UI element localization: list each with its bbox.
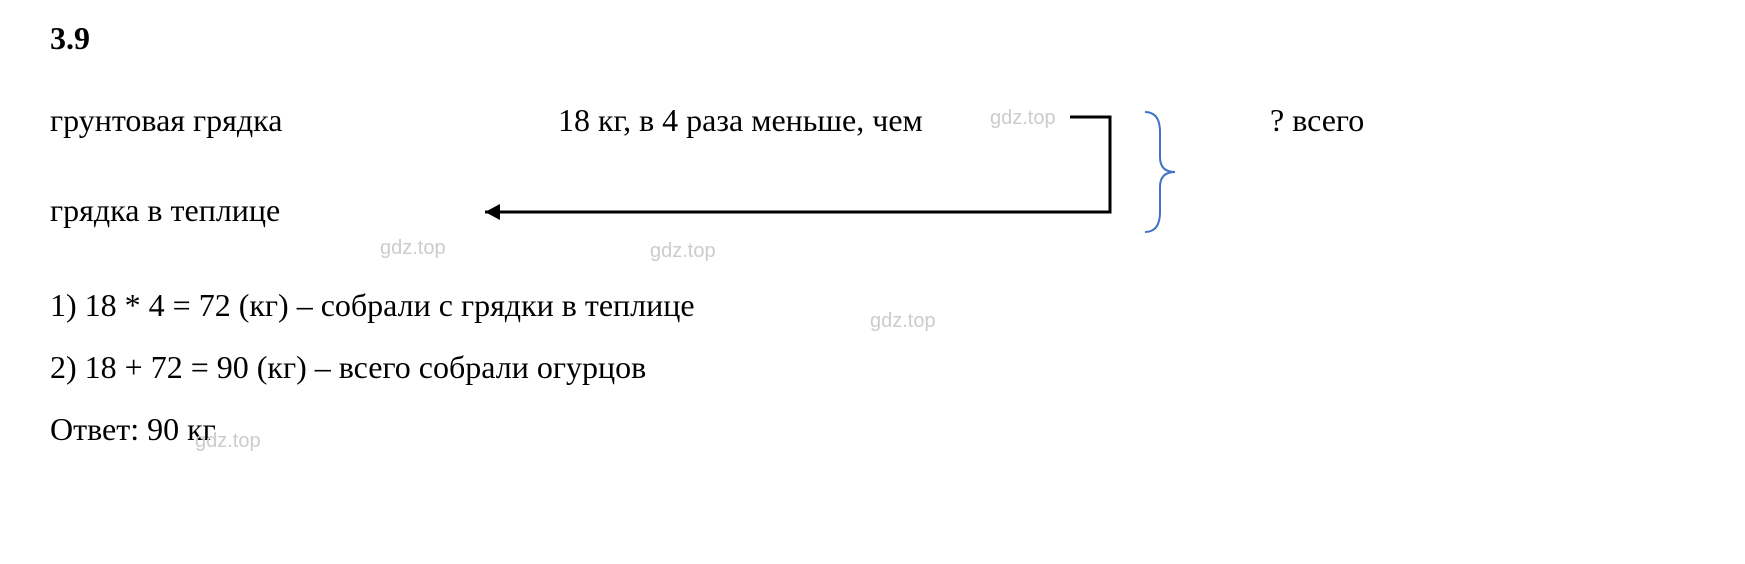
row-greenhouse-bed: грядка в теплице xyxy=(50,192,280,229)
problem-diagram: грунтовая грядка 18 кг, в 4 раза меньше,… xyxy=(50,92,1745,272)
row-ground-bed: грунтовая грядка 18 кг, в 4 раза меньше,… xyxy=(50,102,923,139)
watermark: gdz.top xyxy=(650,240,716,263)
final-answer: Ответ: 90 кг xyxy=(50,411,1745,448)
problem-number: 3.9 xyxy=(50,20,1745,57)
solution-step-2: 2) 18 + 72 = 90 (кг) – всего собрали огу… xyxy=(50,349,1745,386)
watermark: gdz.top xyxy=(195,430,261,453)
watermark: gdz.top xyxy=(870,310,936,333)
watermark: gdz.top xyxy=(380,237,446,260)
total-question: ? всего xyxy=(1270,102,1364,139)
ground-bed-label: грунтовая грядка xyxy=(50,102,550,139)
watermark: gdz.top xyxy=(990,107,1056,130)
solution-steps: gdz.top 1) 18 * 4 = 72 (кг) – собрали с … xyxy=(50,287,1745,386)
greenhouse-bed-label: грядка в теплице xyxy=(50,192,280,228)
ground-bed-value: 18 кг, в 4 раза меньше, чем xyxy=(558,102,923,139)
